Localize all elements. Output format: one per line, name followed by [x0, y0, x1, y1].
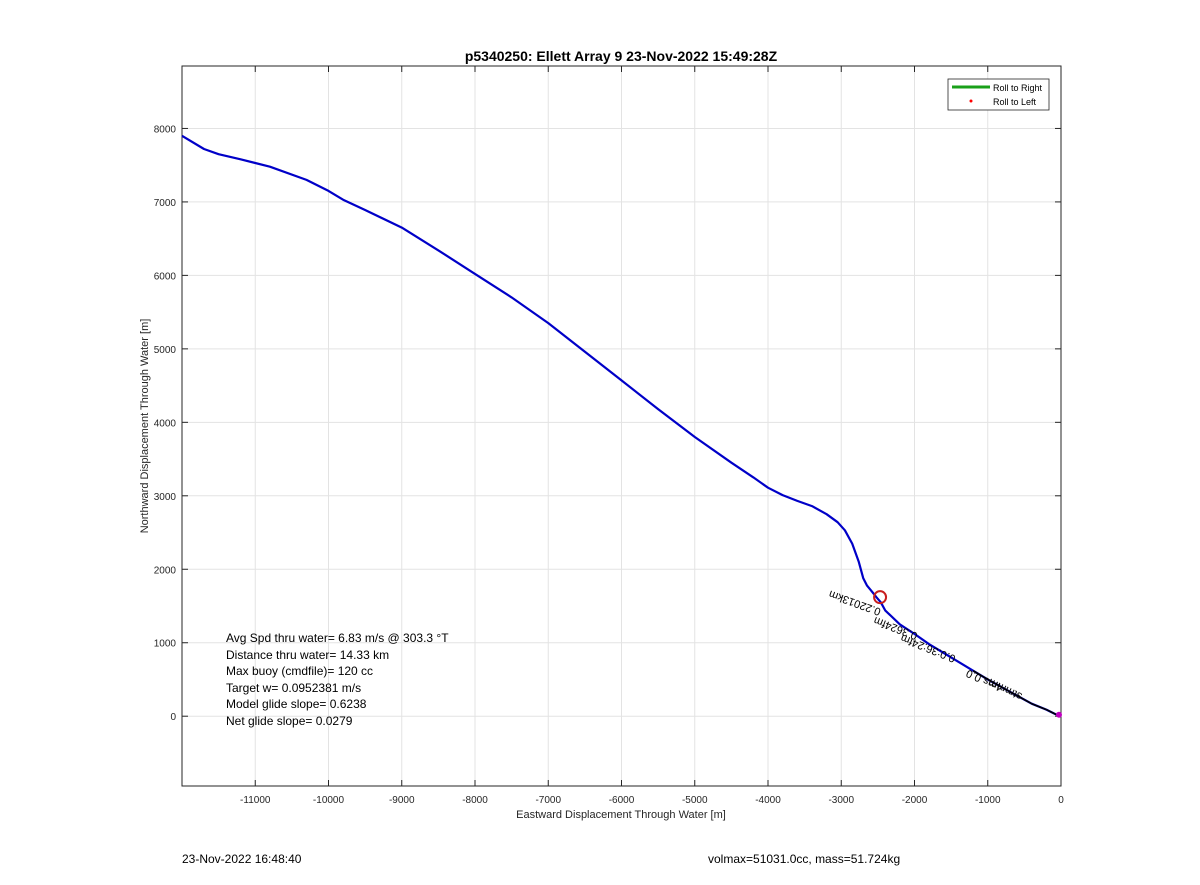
end-point-marker: [1056, 711, 1062, 718]
chart-title: p5340250: Ellett Array 9 23-Nov-2022 15:…: [465, 48, 778, 64]
y-tick-label: 7000: [154, 198, 177, 209]
x-tick-label: -9000: [389, 795, 415, 806]
y-tick-label: 0: [170, 712, 176, 723]
x-tick-label: -6000: [609, 795, 635, 806]
series-layer: [181, 134, 1062, 718]
y-axis-ticks: 0 1000 2000 3000 4000 5000 6000 7000 8000: [154, 124, 1061, 723]
footer-volmax-mass: volmax=51031.0cc, mass=51.724kg: [708, 852, 901, 866]
x-tick-label: -2000: [902, 795, 928, 806]
x-tick-label: -11000: [240, 795, 271, 806]
track-arrow-segment: [972, 669, 989, 681]
track-arrow-segment: [987, 678, 1003, 689]
stats-max-buoy: Max buoy (cmdfile)= 120 cc: [226, 664, 373, 678]
y-tick-label: 5000: [154, 345, 177, 356]
legend-box: [947, 78, 1050, 111]
stats-model-glide-slope: Model glide slope= 0.6238: [226, 697, 367, 711]
y-tick-label: 8000: [154, 124, 177, 135]
footer-timestamp: 23-Nov-2022 16:48:40: [182, 852, 302, 866]
x-tick-label: -10000: [313, 795, 345, 806]
stats-distance: Distance thru water= 14.33 km: [226, 648, 389, 662]
legend-roll-left-label: Roll to Left: [993, 97, 1037, 107]
x-axis-label: Eastward Displacement Through Water [m]: [516, 809, 726, 821]
x-tick-label: -7000: [535, 795, 561, 806]
x-tick-label: -4000: [755, 795, 781, 806]
x-axis-ticks: -11000 -10000 -9000 -8000 -7000 -6000 -5000 -40…: [240, 66, 1064, 806]
waypoint-marker: [873, 590, 888, 605]
x-tick-label: -1000: [975, 795, 1001, 806]
track-arrow-segment: [1031, 702, 1047, 711]
y-tick-label: 2000: [154, 565, 177, 576]
x-tick-label: 0: [1058, 795, 1064, 806]
y-tick-label: 1000: [154, 639, 177, 650]
track-arrow-segment: [1016, 694, 1033, 705]
x-tick-label: -8000: [462, 795, 488, 806]
y-tick-label: 3000: [154, 492, 177, 503]
stats-target-w: Target w= 0.0952381 m/s: [226, 681, 361, 695]
track-arrow-segment: [1045, 708, 1056, 715]
stats-text-box: Avg Spd thru water= 6.83 m/s @ 303.3 °T …: [226, 631, 449, 728]
x-tick-label: -5000: [682, 795, 708, 806]
legend-roll-left-swatch: [969, 99, 973, 103]
stats-net-glide-slope: Net glide slope= 0.0279: [226, 714, 353, 728]
track-line: [181, 134, 1062, 718]
y-tick-label: 4000: [154, 418, 177, 429]
y-axis-label: Northward Displacement Through Water [m]: [139, 319, 151, 534]
legend: Roll to Right Roll to Left: [947, 78, 1050, 111]
track-arrow-segment: [1002, 686, 1018, 697]
y-tick-label: 6000: [154, 271, 177, 282]
legend-roll-right-label: Roll to Right: [993, 83, 1043, 93]
x-tick-label: -3000: [828, 795, 854, 806]
stats-avg-speed: Avg Spd thru water= 6.83 m/s @ 303.3 °T: [226, 631, 449, 645]
